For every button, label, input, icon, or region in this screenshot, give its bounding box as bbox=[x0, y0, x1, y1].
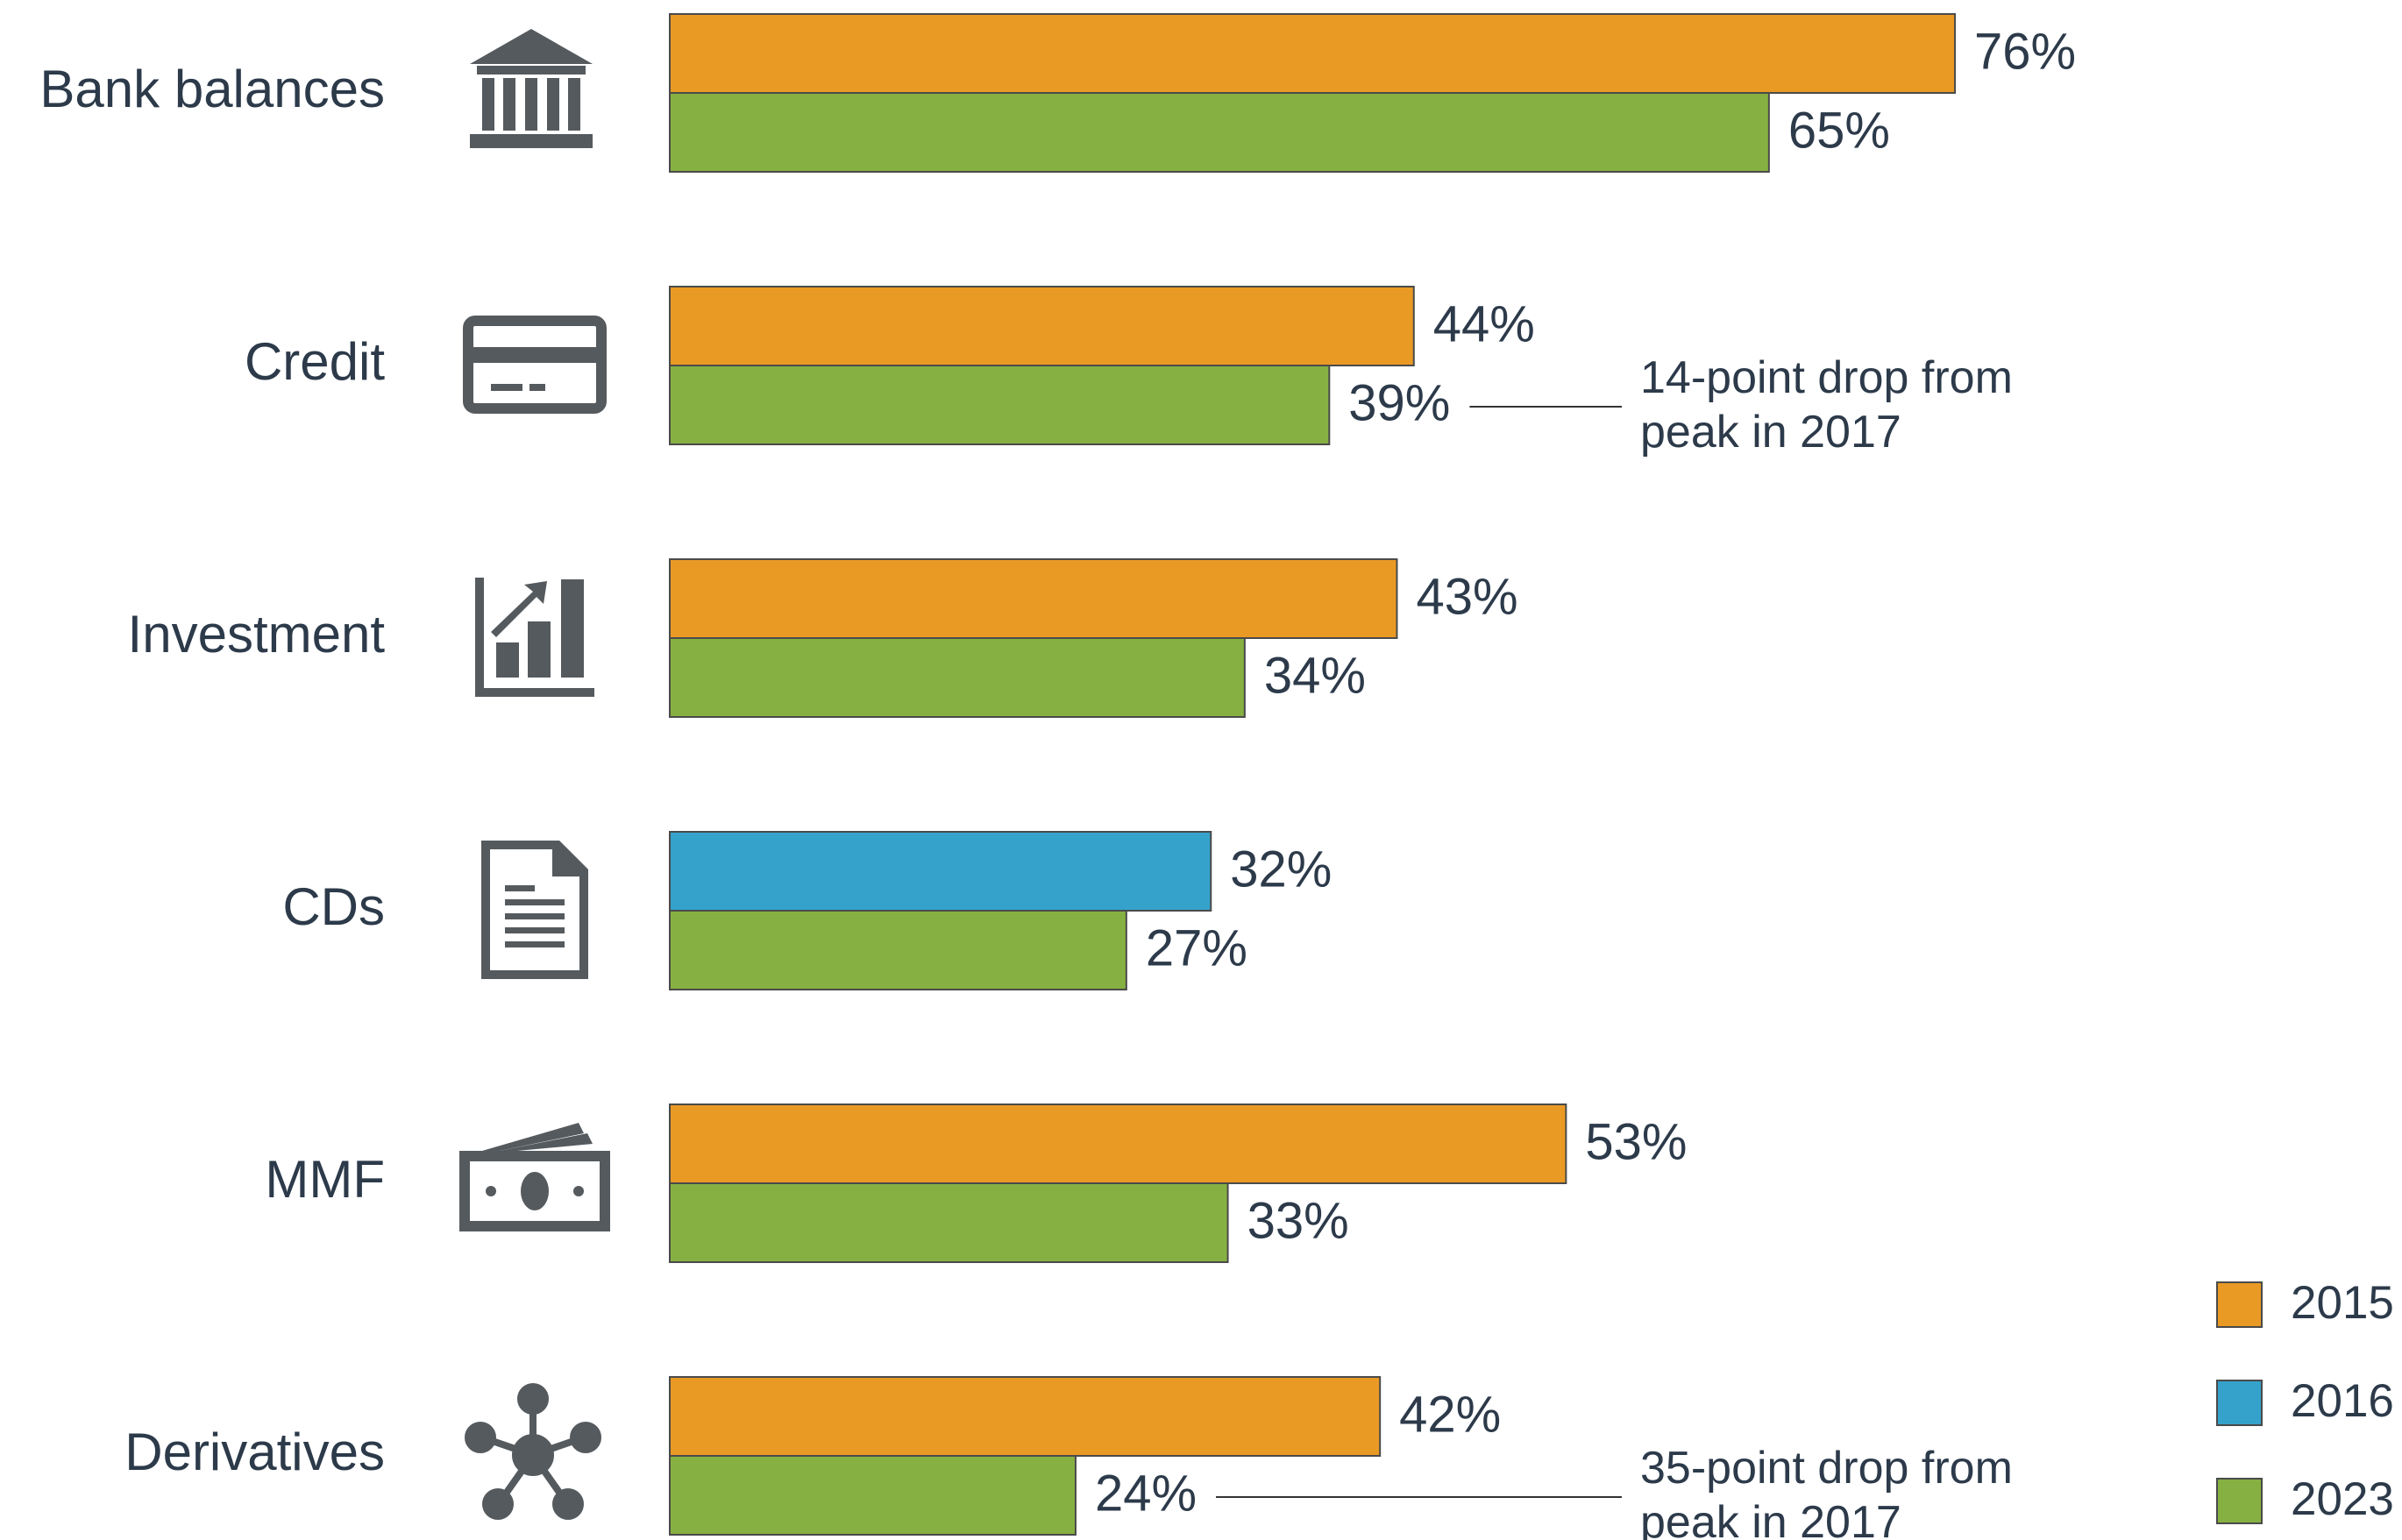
legend-swatch bbox=[2216, 1380, 2263, 1426]
value-label: 33% bbox=[1247, 1192, 1349, 1249]
document-icon bbox=[481, 841, 588, 979]
network-icon bbox=[465, 1383, 601, 1520]
bar bbox=[669, 910, 1127, 990]
annotation: 35-point drop from peak in 2017 bbox=[1640, 1443, 2013, 1540]
investment-icon bbox=[475, 578, 594, 697]
bank-icon bbox=[470, 29, 593, 148]
bar bbox=[669, 13, 1957, 94]
value-label: 43% bbox=[1416, 568, 1517, 625]
legend-label: 2023 bbox=[2291, 1473, 2394, 1525]
category-label: Credit bbox=[245, 332, 385, 391]
legend-swatch bbox=[2216, 1281, 2263, 1328]
bar bbox=[669, 92, 1770, 173]
value-label: 76% bbox=[1974, 23, 2076, 80]
category-label: Investment bbox=[128, 605, 386, 664]
value-label: 53% bbox=[1585, 1113, 1687, 1170]
legend-swatch bbox=[2216, 1478, 2263, 1524]
category-label: MMF bbox=[265, 1150, 385, 1209]
bar bbox=[669, 637, 1246, 718]
value-label: 24% bbox=[1095, 1465, 1197, 1522]
category-label: Bank balances bbox=[39, 60, 385, 118]
bar bbox=[669, 365, 1331, 445]
bar bbox=[669, 1104, 1567, 1184]
money-icon bbox=[459, 1123, 610, 1231]
legend-label: 2015 bbox=[2291, 1277, 2394, 1329]
bar bbox=[669, 1455, 1077, 1536]
bar bbox=[669, 1376, 1382, 1457]
value-label: 42% bbox=[1399, 1386, 1501, 1443]
annotation: 14-point drop from peak in 2017 bbox=[1640, 352, 2013, 458]
value-label: 44% bbox=[1433, 295, 1535, 352]
bar bbox=[669, 831, 1212, 912]
value-label: 39% bbox=[1348, 374, 1450, 431]
category-label: CDs bbox=[282, 877, 385, 936]
value-label: 34% bbox=[1264, 647, 1366, 704]
bar bbox=[669, 558, 1398, 639]
value-label: 32% bbox=[1230, 841, 1332, 898]
bar bbox=[669, 286, 1415, 366]
value-label: 65% bbox=[1788, 102, 1890, 159]
value-label: 27% bbox=[1146, 919, 1247, 976]
bar bbox=[669, 1182, 1229, 1263]
category-label: Derivatives bbox=[124, 1423, 385, 1481]
card-icon bbox=[463, 316, 607, 414]
legend-label: 2016 bbox=[2291, 1375, 2394, 1427]
